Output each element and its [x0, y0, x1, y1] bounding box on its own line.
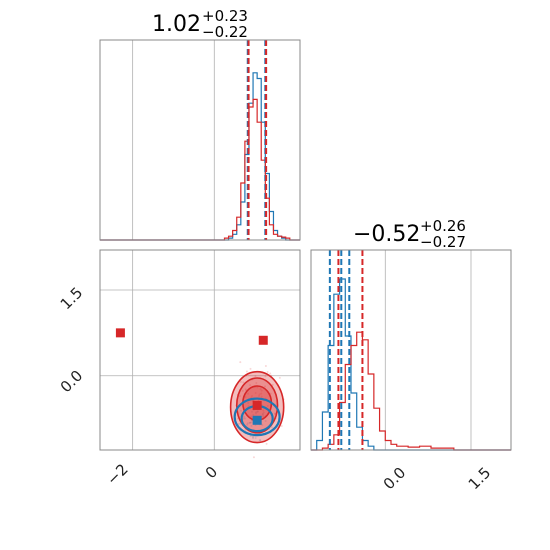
- scatter-sample-point: [255, 411, 258, 414]
- scatter-sample-point: [254, 392, 257, 395]
- scatter-sample-point: [239, 409, 242, 412]
- scatter-sample-point: [252, 413, 255, 416]
- hist-panel-1: 1.02 +0.23 −0.22: [99, 7, 301, 241]
- scatter-sample-point: [249, 384, 252, 387]
- hist1-title-minus: −0.22: [202, 23, 248, 41]
- hist1-series-0: [100, 72, 300, 241]
- scatter-sample-point: [271, 383, 274, 386]
- scatter-sample-point: [258, 393, 261, 396]
- scatter-sample-point: [251, 435, 254, 438]
- scatter-sample-point: [244, 388, 247, 391]
- hist2-title-minus: −0.27: [420, 233, 466, 251]
- scatter-marker-3: [252, 415, 262, 425]
- scatter-ytick-1: 1.5: [57, 284, 87, 314]
- scatter-sample-point: [266, 404, 269, 407]
- scatter-sample-point: [255, 412, 258, 415]
- scatter-sample-point: [258, 394, 261, 397]
- scatter-xtick-0: −2: [103, 460, 131, 488]
- scatter-panel: −2 0 0.0 1.5: [57, 249, 301, 489]
- scatter-sample-point: [262, 409, 265, 412]
- scatter-sample-point: [247, 392, 250, 395]
- scatter-sample-point: [238, 422, 241, 425]
- scatter-sample-point: [254, 375, 257, 378]
- scatter-sample-point: [266, 370, 269, 373]
- scatter-sample-point: [264, 420, 267, 423]
- scatter-sample-point: [243, 415, 246, 418]
- hist2-series-0: [311, 278, 511, 451]
- scatter-sample-point: [244, 395, 247, 398]
- scatter-frame: [99, 249, 301, 451]
- scatter-marker-1: [258, 335, 268, 345]
- scatter-sample-point: [238, 394, 241, 397]
- hist1-frame: [99, 39, 301, 241]
- hist-panel-2: −0.52 +0.26 −0.27 0.0 1.5: [310, 217, 512, 494]
- hist2-xtick-0: 0.0: [380, 464, 410, 494]
- scatter-sample-point: [244, 417, 247, 420]
- scatter-sample-point: [239, 361, 242, 364]
- hist1-series-1: [100, 98, 300, 241]
- scatter-sample-point: [248, 421, 251, 424]
- scatter-sample-point: [264, 385, 267, 388]
- scatter-sample-point: [252, 456, 255, 459]
- scatter-sample-point: [239, 380, 242, 383]
- hist2-title-plus: +0.26: [420, 217, 466, 235]
- scatter-sample-point: [261, 424, 264, 427]
- scatter-sample-point: [264, 364, 267, 367]
- scatter-sample-point: [258, 439, 261, 442]
- scatter-sample-point: [260, 389, 263, 392]
- scatter-sample-point: [269, 372, 272, 375]
- hist2-xtick-1: 1.5: [465, 464, 495, 494]
- scatter-marker-0: [115, 328, 125, 338]
- scatter-sample-point: [247, 401, 250, 404]
- scatter-sample-point: [242, 381, 245, 384]
- scatter-sample-point: [256, 386, 259, 389]
- scatter-sample-point: [250, 410, 253, 413]
- scatter-sample-point: [246, 422, 249, 425]
- scatter-sample-point: [250, 424, 253, 427]
- hist2-title-value: −0.52: [353, 222, 420, 247]
- scatter-sample-point: [270, 426, 273, 429]
- scatter-xtick-1: 0: [202, 463, 221, 482]
- scatter-sample-point: [248, 421, 251, 424]
- scatter-sample-point: [259, 439, 262, 442]
- hist1-title-plus: +0.23: [202, 7, 248, 25]
- scatter-sample-point: [262, 411, 265, 414]
- scatter-sample-point: [242, 417, 245, 420]
- scatter-sample-point: [250, 421, 253, 424]
- scatter-sample-point: [255, 381, 258, 384]
- scatter-sample-point: [274, 412, 277, 415]
- scatter-sample-point: [252, 437, 255, 440]
- scatter-sample-point: [280, 425, 283, 428]
- scatter-sample-point: [254, 437, 257, 440]
- hist1-title-value: 1.02: [152, 12, 201, 37]
- scatter-sample-point: [264, 375, 267, 378]
- scatter-sample-point: [262, 415, 265, 418]
- scatter-marker-2: [252, 400, 262, 410]
- scatter-sample-point: [250, 415, 253, 418]
- scatter-sample-point: [256, 410, 259, 413]
- scatter-contour-blue-0: [233, 397, 281, 437]
- hist2-series-1: [311, 331, 511, 451]
- scatter-sample-point: [241, 389, 244, 392]
- scatter-sample-point: [251, 394, 254, 397]
- scatter-sample-point: [245, 370, 248, 373]
- scatter-sample-point: [278, 376, 281, 379]
- scatter-sample-point: [256, 410, 259, 413]
- hist2-frame: [310, 249, 512, 451]
- scatter-sample-point: [261, 413, 264, 416]
- scatter-sample-point: [259, 388, 262, 391]
- scatter-sample-point: [246, 423, 249, 426]
- scatter-sample-point: [260, 395, 263, 398]
- scatter-sample-point: [249, 367, 252, 370]
- scatter-ytick-0: 0.0: [57, 367, 87, 397]
- scatter-sample-point: [260, 392, 263, 395]
- scatter-sample-point: [265, 442, 268, 445]
- scatter-sample-point: [261, 412, 264, 415]
